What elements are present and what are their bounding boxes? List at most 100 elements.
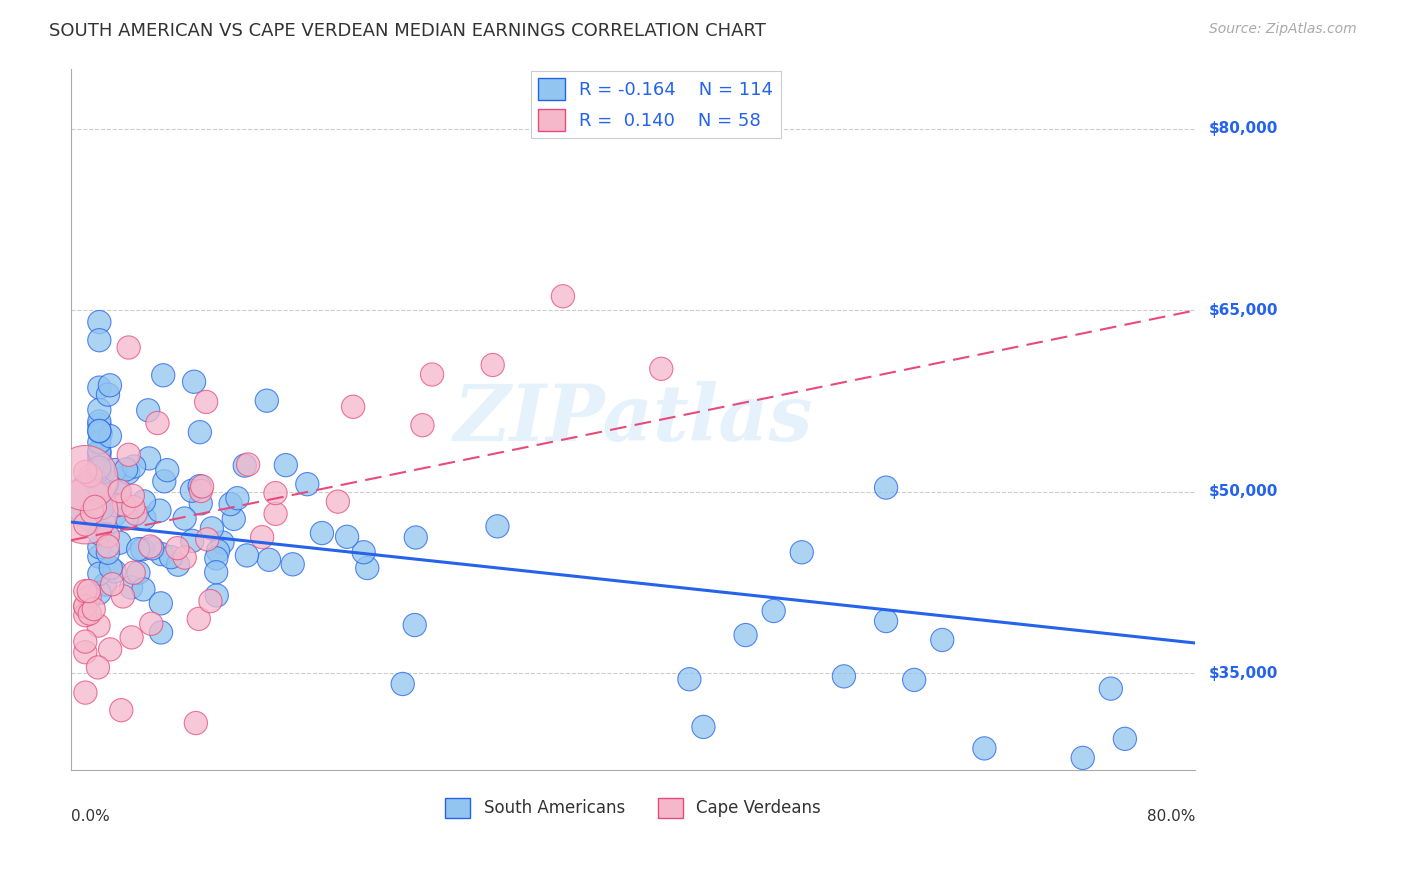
Point xyxy=(75,599,97,613)
Point xyxy=(134,511,156,525)
Point xyxy=(167,558,190,572)
Point xyxy=(89,417,111,432)
Point xyxy=(226,491,249,506)
Point xyxy=(139,540,162,554)
Text: $80,000: $80,000 xyxy=(1209,121,1278,136)
Point xyxy=(75,645,97,659)
Point xyxy=(150,547,173,561)
Point xyxy=(104,463,127,477)
Point xyxy=(236,549,259,563)
Point xyxy=(118,448,141,462)
Text: Source: ZipAtlas.com: Source: ZipAtlas.com xyxy=(1209,22,1357,37)
Point xyxy=(188,425,211,440)
Point xyxy=(75,504,97,518)
Point xyxy=(83,602,105,616)
Point xyxy=(353,545,375,559)
Point xyxy=(903,673,925,687)
Point xyxy=(173,550,195,565)
Point xyxy=(411,418,433,433)
Point xyxy=(281,558,304,572)
Point xyxy=(211,535,233,549)
Point xyxy=(89,461,111,475)
Point xyxy=(96,476,118,491)
Point xyxy=(84,500,107,514)
Point xyxy=(311,526,333,541)
Point xyxy=(336,530,359,544)
Point xyxy=(297,477,319,491)
Legend: South Americans, Cape Verdeans: South Americans, Cape Verdeans xyxy=(439,791,828,825)
Point xyxy=(184,716,207,731)
Point xyxy=(97,387,120,401)
Point xyxy=(264,486,287,500)
Point xyxy=(132,494,155,508)
Point xyxy=(405,531,427,545)
Point xyxy=(112,498,135,512)
Point xyxy=(201,521,224,535)
Point xyxy=(89,460,111,475)
Point xyxy=(678,672,700,686)
Point xyxy=(173,511,195,525)
Point xyxy=(762,604,785,618)
Text: $35,000: $35,000 xyxy=(1209,665,1278,681)
Point xyxy=(148,503,170,517)
Point xyxy=(832,669,855,683)
Point xyxy=(734,628,756,642)
Point xyxy=(481,358,503,372)
Point xyxy=(100,561,122,575)
Point xyxy=(108,535,131,549)
Point xyxy=(89,493,111,508)
Text: $50,000: $50,000 xyxy=(1209,484,1278,500)
Point xyxy=(127,542,149,557)
Point xyxy=(326,494,349,508)
Point xyxy=(98,642,121,657)
Point xyxy=(486,519,509,533)
Point xyxy=(105,477,128,491)
Point xyxy=(75,599,97,614)
Point xyxy=(89,403,111,417)
Point xyxy=(89,566,111,581)
Point xyxy=(89,452,111,467)
Point xyxy=(89,549,111,564)
Point xyxy=(121,489,143,503)
Point xyxy=(94,577,117,591)
Point xyxy=(1099,681,1122,696)
Point xyxy=(89,415,111,429)
Point xyxy=(257,553,280,567)
Point xyxy=(101,577,124,591)
Point xyxy=(89,462,111,476)
Point xyxy=(87,660,110,674)
Point xyxy=(75,685,97,699)
Point xyxy=(190,483,212,498)
Point xyxy=(79,607,101,621)
Point xyxy=(89,455,111,469)
Point xyxy=(93,465,115,479)
Point xyxy=(111,590,134,604)
Point xyxy=(931,632,953,647)
Point xyxy=(108,484,131,499)
Point xyxy=(256,393,278,408)
Point xyxy=(96,527,118,541)
Point xyxy=(190,496,212,510)
Point xyxy=(205,589,228,603)
Point xyxy=(75,634,97,648)
Point xyxy=(87,618,110,632)
Point xyxy=(117,466,139,480)
Text: 0.0%: 0.0% xyxy=(72,808,110,823)
Point xyxy=(150,625,173,640)
Point xyxy=(89,473,111,487)
Point xyxy=(233,458,256,473)
Point xyxy=(97,529,120,543)
Point xyxy=(183,375,205,389)
Text: $65,000: $65,000 xyxy=(1209,303,1278,318)
Point xyxy=(692,720,714,734)
Point xyxy=(152,368,174,383)
Point xyxy=(195,395,218,409)
Point xyxy=(391,677,413,691)
Point xyxy=(153,475,176,489)
Point xyxy=(790,545,813,559)
Point xyxy=(122,500,145,514)
Point xyxy=(122,566,145,580)
Point xyxy=(207,544,229,558)
Point xyxy=(94,480,117,494)
Point xyxy=(89,424,111,438)
